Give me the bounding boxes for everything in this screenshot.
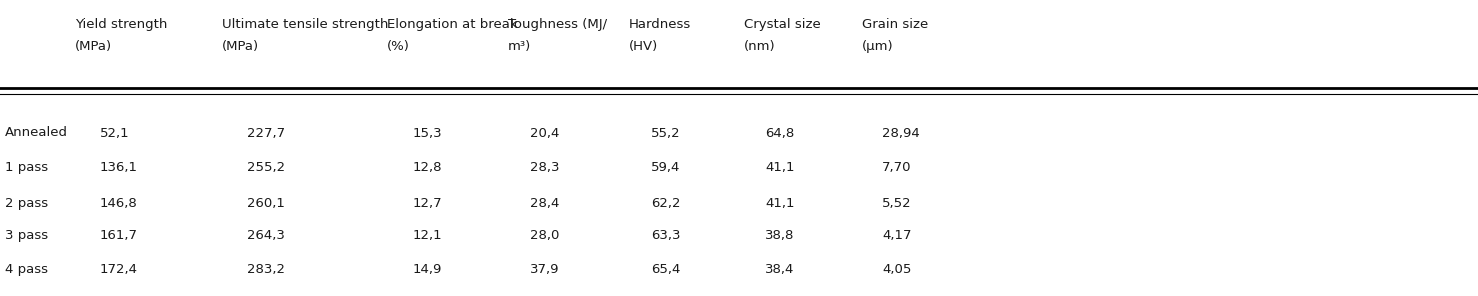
Text: 52,1: 52,1 [101, 126, 130, 139]
Text: 20,4: 20,4 [531, 126, 559, 139]
Text: 28,3: 28,3 [531, 162, 560, 175]
Text: 260,1: 260,1 [247, 197, 285, 210]
Text: 38,4: 38,4 [766, 263, 794, 276]
Text: 28,94: 28,94 [882, 126, 919, 139]
Text: Grain size: Grain size [862, 18, 928, 31]
Text: 28,4: 28,4 [531, 197, 559, 210]
Text: 3 pass: 3 pass [4, 229, 49, 242]
Text: 161,7: 161,7 [101, 229, 137, 242]
Text: 4,17: 4,17 [882, 229, 912, 242]
Text: Hardness: Hardness [630, 18, 692, 31]
Text: 59,4: 59,4 [650, 162, 680, 175]
Text: (%): (%) [387, 40, 409, 53]
Text: 264,3: 264,3 [247, 229, 285, 242]
Text: 12,8: 12,8 [412, 162, 442, 175]
Text: 1 pass: 1 pass [4, 162, 49, 175]
Text: 146,8: 146,8 [101, 197, 137, 210]
Text: 62,2: 62,2 [650, 197, 680, 210]
Text: 38,8: 38,8 [766, 229, 794, 242]
Text: 41,1: 41,1 [766, 162, 795, 175]
Text: Toughness (MJ/: Toughness (MJ/ [508, 18, 607, 31]
Text: m³): m³) [508, 40, 531, 53]
Text: 283,2: 283,2 [247, 263, 285, 276]
Text: 28,0: 28,0 [531, 229, 559, 242]
Text: Yield strength: Yield strength [75, 18, 167, 31]
Text: 12,1: 12,1 [412, 229, 442, 242]
Text: 63,3: 63,3 [650, 229, 680, 242]
Text: 2 pass: 2 pass [4, 197, 49, 210]
Text: (MPa): (MPa) [222, 40, 259, 53]
Text: Ultimate tensile strength: Ultimate tensile strength [222, 18, 389, 31]
Text: (HV): (HV) [630, 40, 658, 53]
Text: 41,1: 41,1 [766, 197, 795, 210]
Text: 4 pass: 4 pass [4, 263, 47, 276]
Text: 64,8: 64,8 [766, 126, 794, 139]
Text: (nm): (nm) [743, 40, 776, 53]
Text: Elongation at break: Elongation at break [387, 18, 517, 31]
Text: Annealed: Annealed [4, 126, 68, 139]
Text: 65,4: 65,4 [650, 263, 680, 276]
Text: (μm): (μm) [862, 40, 894, 53]
Text: 227,7: 227,7 [247, 126, 285, 139]
Text: 136,1: 136,1 [101, 162, 137, 175]
Text: 172,4: 172,4 [101, 263, 137, 276]
Text: 4,05: 4,05 [882, 263, 912, 276]
Text: 55,2: 55,2 [650, 126, 681, 139]
Text: 7,70: 7,70 [882, 162, 912, 175]
Text: 14,9: 14,9 [412, 263, 442, 276]
Text: 12,7: 12,7 [412, 197, 442, 210]
Text: (MPa): (MPa) [75, 40, 112, 53]
Text: 37,9: 37,9 [531, 263, 560, 276]
Text: 5,52: 5,52 [882, 197, 912, 210]
Text: 255,2: 255,2 [247, 162, 285, 175]
Text: Crystal size: Crystal size [743, 18, 820, 31]
Text: 15,3: 15,3 [412, 126, 442, 139]
